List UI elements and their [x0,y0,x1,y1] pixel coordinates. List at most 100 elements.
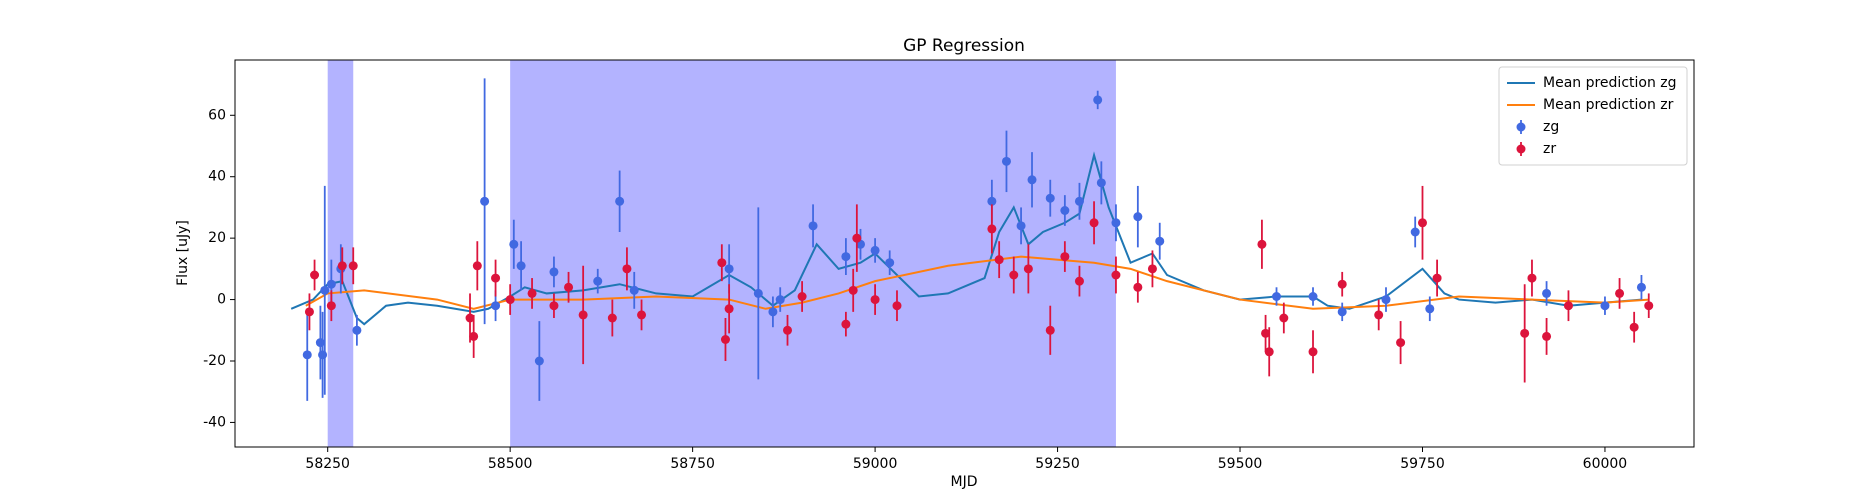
data-point [1089,218,1099,228]
data-point [472,261,482,271]
data-point [1374,310,1384,320]
x-axis-label: MJD [951,474,978,490]
x-tick-label: 58500 [488,456,533,472]
data-point [326,279,336,289]
data-point [1279,313,1289,323]
data-point [1023,264,1033,274]
data-point [1563,301,1573,311]
data-point [315,338,325,348]
data-point [987,224,997,234]
plot-area [290,60,1654,447]
data-point [987,196,997,206]
y-tick-label: -40 [203,414,226,430]
y-tick-label: -20 [203,353,226,369]
data-point [516,261,526,271]
data-point [1432,273,1442,283]
data-point [302,350,312,360]
data-point [870,245,880,255]
x-tick-label: 59250 [1035,456,1080,472]
data-point [607,313,617,323]
data-point [1096,178,1106,188]
data-point [753,288,763,298]
data-point [768,307,778,317]
data-point [720,335,730,344]
legend-label: zg [1543,119,1559,135]
data-point [1520,328,1530,338]
data-point [1111,218,1121,228]
y-tick-label: 0 [217,292,226,308]
legend-swatch [1516,144,1526,154]
data-point [637,310,647,320]
y-axis-label: Flux [uJy] [175,220,191,286]
data-point [808,221,818,231]
data-point [310,270,320,280]
data-point [1093,95,1103,105]
data-point [724,304,734,314]
data-point [1133,212,1143,222]
data-point [534,356,544,366]
data-point [469,331,479,341]
data-point [1396,338,1406,348]
x-tick-label: 59500 [1218,456,1263,472]
data-point [1001,156,1011,166]
x-tick-label: 60000 [1583,456,1628,472]
data-point [1060,206,1070,215]
data-point [1542,288,1552,298]
x-tick-label: 59750 [1400,456,1445,472]
data-point [564,282,574,292]
data-point [1264,347,1274,357]
data-point [717,258,727,268]
data-point [352,325,362,335]
data-point [885,258,895,268]
data-point [841,319,851,329]
x-tick-label: 59000 [853,456,898,472]
data-point [337,261,347,271]
data-point [480,196,490,206]
data-point [509,239,519,249]
data-point [1417,218,1427,228]
data-point [1027,175,1037,185]
data-point [1074,276,1084,286]
data-point [1600,301,1610,311]
data-point [348,261,358,271]
data-point [797,292,807,301]
data-point [1147,264,1157,274]
data-point [1410,227,1420,237]
data-point [1337,279,1347,289]
data-point [1257,239,1267,249]
data-point [852,233,862,243]
y-tick-label: 40 [208,169,226,185]
data-point [841,252,851,262]
legend-label: zr [1543,141,1556,157]
data-point [1308,347,1318,357]
data-point [1045,325,1055,335]
data-point [1644,301,1654,311]
data-point [1133,282,1143,292]
chart-title: GP Regression [903,36,1025,56]
data-point [318,350,328,360]
data-point [1527,273,1537,283]
legend-box [1498,66,1688,166]
y-tick-label: 20 [208,230,226,246]
data-point [491,273,501,283]
data-point [1542,331,1552,341]
data-point [1016,221,1026,231]
data-point [304,307,314,317]
data-point [1308,292,1318,301]
data-point [870,295,880,305]
data-point [1636,282,1646,292]
data-point [505,295,515,305]
data-point [615,196,625,206]
data-point [1045,193,1055,203]
data-point [491,301,501,311]
x-tick-label: 58250 [305,456,350,472]
data-point [783,325,793,335]
data-point [622,264,632,274]
data-point [629,285,639,295]
data-point [1074,196,1084,206]
data-point [1261,328,1271,338]
data-point [775,295,785,305]
data-point [549,301,559,311]
data-point [465,313,475,323]
data-point [320,285,330,295]
